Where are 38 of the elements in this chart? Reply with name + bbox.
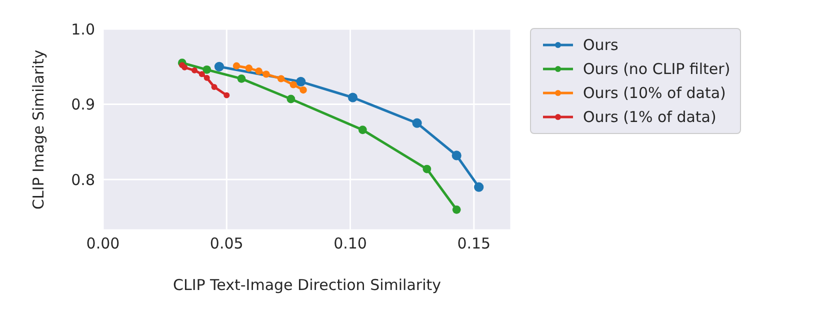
y-tick-label: 0.8: [71, 170, 95, 189]
y-tick-label: 0.9: [71, 96, 95, 114]
point: [202, 65, 212, 74]
point: [358, 126, 367, 134]
point: [452, 205, 461, 214]
point: [214, 62, 224, 72]
point: [296, 76, 306, 86]
point: [412, 118, 422, 128]
point: [286, 94, 296, 104]
point: [224, 92, 230, 98]
point: [237, 74, 246, 83]
point: [300, 86, 307, 94]
point: [348, 92, 358, 102]
y-axis-title: CLIP Image Similarity: [29, 50, 48, 210]
x-tick-label: 0.00: [86, 234, 120, 253]
point: [204, 74, 210, 81]
x-tick-label: 0.15: [457, 234, 491, 253]
legend-label: Ours (no CLIP filter): [583, 59, 730, 80]
point: [255, 68, 262, 75]
point: [232, 62, 240, 70]
legend-label: Ours (10% of data): [583, 83, 726, 104]
point: [245, 64, 252, 72]
point: [290, 81, 297, 88]
point: [198, 71, 205, 78]
x-tick-label: 0.10: [334, 234, 367, 253]
point: [211, 84, 218, 90]
point: [262, 70, 270, 78]
legend-label: Ours: [583, 35, 618, 56]
point: [422, 164, 432, 174]
point: [452, 150, 462, 160]
x-axis-title: CLIP Text-Image Direction Similarity: [172, 276, 442, 294]
point: [277, 75, 285, 82]
point: [191, 67, 198, 74]
x-tick-label: 0.05: [210, 234, 244, 253]
legend-label: Ours (1% of data): [583, 107, 716, 128]
point: [182, 64, 188, 70]
y-tick-label: 1.0: [71, 20, 95, 38]
point: [474, 182, 484, 192]
